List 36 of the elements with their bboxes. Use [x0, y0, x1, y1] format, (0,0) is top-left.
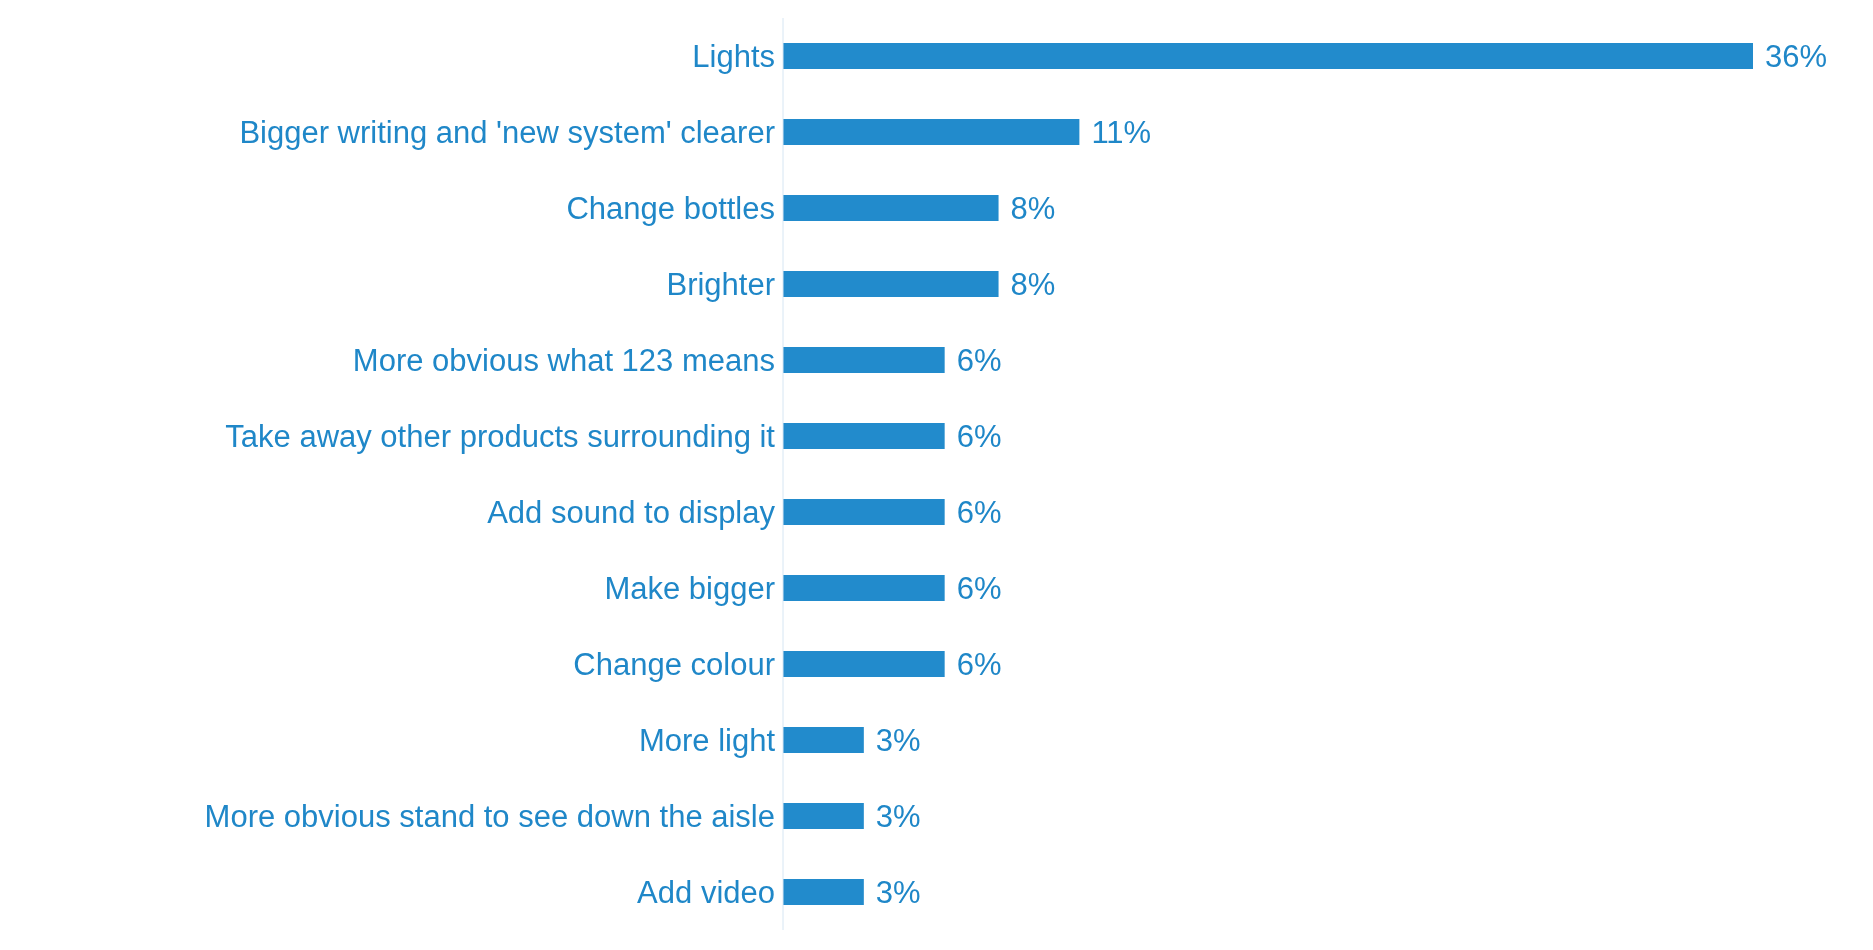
bar: [783, 423, 945, 450]
bar: [783, 43, 1753, 70]
data-label: 3%: [875, 875, 921, 911]
bar: [783, 803, 864, 830]
data-label: 3%: [875, 723, 921, 759]
data-label: 6%: [956, 343, 1002, 379]
bar: [783, 651, 945, 678]
bar: [783, 727, 864, 754]
y-tick-label: Make bigger: [604, 571, 775, 607]
y-tick-label: Add video: [637, 875, 775, 911]
bar: [783, 499, 945, 526]
y-tick-label: Brighter: [666, 267, 775, 303]
bar: [783, 879, 864, 906]
y-tick-label: Change colour: [573, 647, 775, 683]
y-tick-label: Change bottles: [566, 191, 775, 227]
data-label: 8%: [1010, 267, 1056, 303]
y-tick-label: Lights: [692, 39, 775, 75]
bar: [783, 575, 945, 602]
y-tick-label: More obvious stand to see down the aisle: [204, 799, 775, 835]
bar: [783, 195, 999, 222]
y-tick-label: Bigger writing and 'new system' clearer: [239, 115, 775, 151]
data-label: 3%: [875, 799, 921, 835]
data-label: 8%: [1010, 191, 1056, 227]
bar: [783, 347, 945, 374]
y-tick-label: Take away other products surrounding it: [225, 419, 776, 455]
y-tick-label: More light: [638, 723, 776, 759]
data-label: 6%: [956, 571, 1002, 607]
y-tick-label: Add sound to display: [487, 495, 776, 531]
bar: [783, 119, 1080, 146]
data-label: 6%: [956, 419, 1002, 455]
data-label: 6%: [956, 647, 1002, 683]
bar: [783, 271, 999, 298]
y-tick-label: More obvious what 123 means: [352, 343, 775, 379]
data-label: 11%: [1091, 115, 1152, 151]
data-label: 36%: [1765, 39, 1828, 75]
data-label: 6%: [956, 495, 1002, 531]
